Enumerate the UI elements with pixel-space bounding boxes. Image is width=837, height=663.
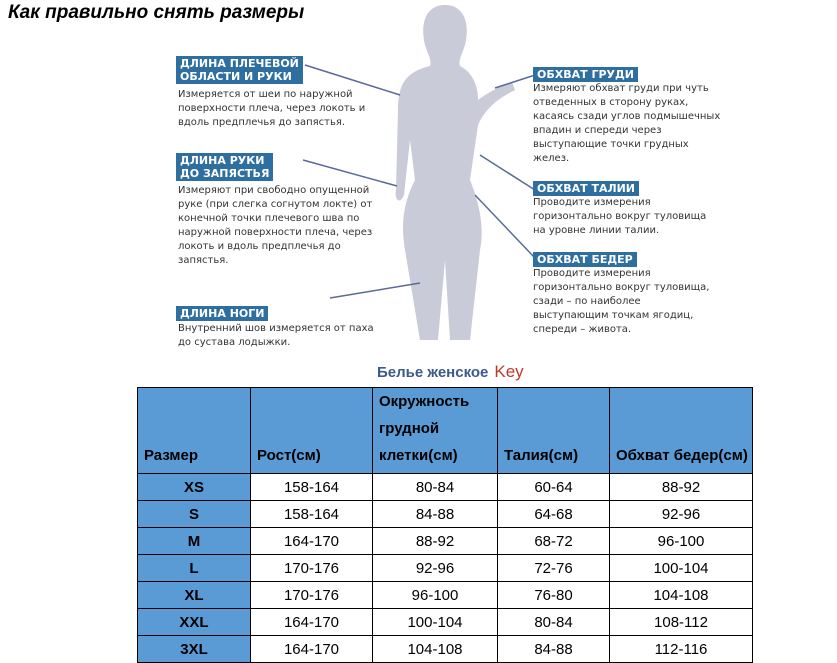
cell-chest: 84-88 (372, 500, 498, 528)
waist-label: ОБХВАТ ТАЛИИ (533, 181, 640, 196)
cell-chest: 104-108 (372, 635, 498, 663)
header-height: Рост(см) (250, 387, 373, 474)
cell-size: S (137, 500, 251, 528)
cell-height: 170-176 (250, 581, 373, 609)
body-silhouette-illustration (302, 5, 536, 340)
header-chest: Окружность грудной клетки(см) (372, 387, 498, 474)
cell-waist: 84-88 (497, 635, 610, 663)
hips-text: Проводите измерения горизонтально вокруг… (533, 268, 710, 335)
label-line: ДЛИНА РУКИ (180, 154, 265, 167)
cell-chest: 80-84 (372, 473, 498, 501)
leg-length-text: Внутренний шов измеряется от паха до сус… (178, 323, 374, 348)
cell-hips: 104-108 (609, 581, 753, 609)
cell-hips: 108-112 (609, 608, 753, 636)
table-row: 3XL 164-170 104-108 84-88 112-116 (137, 635, 753, 663)
arm-length-text: Измеряют при свободно опущенной руке (пр… (178, 185, 373, 266)
cell-chest: 100-104 (372, 608, 498, 636)
size-table: Размер Рост(см) Окружность грудной клетк… (137, 387, 753, 663)
cell-size: XXL (137, 608, 251, 636)
table-row: S 158-164 84-88 64-68 92-96 (137, 500, 753, 528)
shoulder-arm-length-text: Измеряется от шеи по наружной поверхност… (178, 89, 366, 128)
cell-hips: 100-104 (609, 554, 753, 582)
table-row: M 164-170 88-92 68-72 96-100 (137, 527, 753, 555)
table-caption: Белье женское Key (377, 362, 524, 382)
cell-size: XL (137, 581, 251, 609)
cell-height: 164-170 (250, 608, 373, 636)
hips-label: ОБХВАТ БЕДЕР (533, 252, 637, 267)
table-row: XXL 164-170 100-104 80-84 108-112 (137, 608, 753, 636)
cell-chest: 92-96 (372, 554, 498, 582)
header-hips: Обхват бедер(см) (609, 387, 753, 474)
cell-waist: 60-64 (497, 473, 610, 501)
cell-waist: 72-76 (497, 554, 610, 582)
cell-waist: 68-72 (497, 527, 610, 555)
shoulder-arm-length-label: ДЛИНА ПЛЕЧЕВОЙ ОБЛАСТИ И РУКИ (176, 56, 303, 84)
page-title: Как правильно снять размеры (8, 2, 305, 23)
cell-chest: 96-100 (372, 581, 498, 609)
cell-chest: 88-92 (372, 527, 498, 555)
cell-hips: 96-100 (609, 527, 753, 555)
cell-waist: 80-84 (497, 608, 610, 636)
label-line: ДО ЗАПЯСТЬЯ (180, 167, 270, 180)
cell-size: M (137, 527, 251, 555)
cell-height: 170-176 (250, 554, 373, 582)
table-row: L 170-176 92-96 72-76 100-104 (137, 554, 753, 582)
cell-hips: 112-116 (609, 635, 753, 663)
table-row: XS 158-164 80-84 60-64 88-92 (137, 473, 753, 501)
header-row: Размер Рост(см) Окружность грудной клетк… (137, 387, 753, 474)
caption-text: Белье женское (377, 364, 489, 381)
cell-height: 164-170 (250, 635, 373, 663)
cell-height: 164-170 (250, 527, 373, 555)
header-size: Размер (137, 387, 251, 474)
cell-waist: 64-68 (497, 500, 610, 528)
label-line: ДЛИНА ПЛЕЧЕВОЙ (180, 57, 299, 70)
waist-text: Проводите измерения горизонтально вокруг… (533, 197, 707, 236)
cell-waist: 76-80 (497, 581, 610, 609)
chest-label: ОБХВАТ ГРУДИ (533, 67, 639, 82)
cell-hips: 88-92 (609, 473, 753, 501)
chest-text: Измеряют обхват груди при чуть отведенны… (533, 83, 721, 164)
table-row: XL 170-176 96-100 76-80 104-108 (137, 581, 753, 609)
cell-size: 3XL (137, 635, 251, 663)
cell-size: L (137, 554, 251, 582)
cell-height: 158-164 (250, 500, 373, 528)
leg-length-label: ДЛИНА НОГИ (176, 306, 269, 321)
arm-length-label: ДЛИНА РУКИ ДО ЗАПЯСТЬЯ (176, 153, 274, 181)
cell-size: XS (137, 473, 251, 501)
label-line: ОБЛАСТИ И РУКИ (180, 70, 292, 83)
header-waist: Талия(см) (497, 387, 610, 474)
cell-height: 158-164 (250, 473, 373, 501)
cell-hips: 92-96 (609, 500, 753, 528)
caption-key: Key (494, 362, 524, 381)
